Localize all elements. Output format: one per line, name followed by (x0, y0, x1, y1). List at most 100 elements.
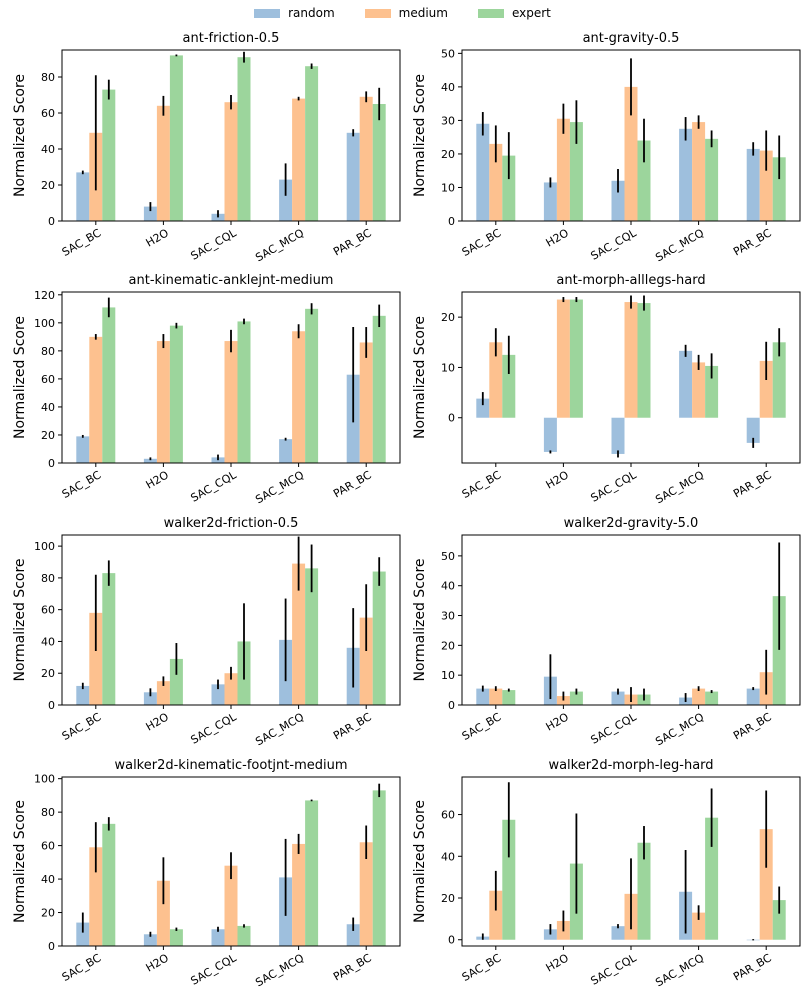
bar-random-SAC_CQL (611, 691, 625, 705)
y-tick-label: 30 (441, 114, 455, 127)
y-tick-label: 60 (41, 373, 55, 386)
bar-random-H2O (543, 182, 557, 221)
y-axis-label: Normalized Score (412, 316, 428, 439)
bar-expert-SAC_MCQ (305, 568, 319, 705)
chart-panel-4: ant-morph-alllegs-hard Normalized Score 0 1… (412, 273, 801, 506)
bar-medium-SAC_MCQ (692, 362, 706, 418)
bar-expert-SAC_MCQ (705, 691, 719, 705)
x-tick-label: H2O (144, 468, 172, 491)
x-tick-label: SAC_CQL (189, 226, 240, 263)
bar-medium-PAR_BC (359, 842, 373, 946)
axes-frame (461, 776, 801, 947)
bar-random-H2O (143, 934, 157, 946)
y-tick-label: 20 (41, 667, 55, 680)
bar-expert-H2O (569, 122, 583, 221)
x-tick-label: SAC_BC (460, 951, 504, 984)
chart-title: walker2d-morph-leg-hard (548, 758, 713, 773)
chart-panel-6: walker2d-gravity-5.0 Normalized Score 0 10 2… (412, 516, 801, 748)
y-tick-label: 100 (34, 540, 55, 553)
legend-item-expert: expert (477, 6, 551, 20)
legend-swatch-expert (477, 8, 504, 18)
bar-medium-SAC_BC (489, 890, 503, 940)
bar-expert-H2O (169, 55, 183, 222)
x-tick-label: SAC_CQL (189, 710, 240, 747)
bar-medium-SAC_MCQ (692, 688, 706, 705)
bar-expert-SAC_MCQ (305, 308, 319, 463)
bar-medium-SAC_BC (89, 612, 103, 705)
x-tick-label: SAC_BC (460, 468, 504, 501)
bar-medium-SAC_MCQ (292, 331, 306, 463)
bar-random-SAC_BC (476, 123, 490, 221)
bar-expert-PAR_BC (372, 571, 386, 705)
chart-title: walker2d-kinematic-footjnt-medium (114, 758, 347, 773)
y-tick-label: 20 (441, 311, 455, 324)
bar-expert-SAC_BC (102, 89, 116, 221)
y-tick-label: 20 (41, 179, 55, 192)
bar-medium-PAR_BC (759, 829, 773, 940)
bar-medium-SAC_CQL (224, 102, 238, 221)
bar-random-H2O (543, 417, 557, 452)
bar-expert-PAR_BC (772, 157, 786, 221)
x-tick-label: H2O (544, 710, 572, 733)
x-tick-label: PAR_BC (331, 468, 374, 500)
y-tick-label: 60 (441, 809, 455, 822)
y-tick-label: 80 (41, 345, 55, 358)
bar-random-PAR_BC (746, 417, 760, 443)
chart-panel-3: ant-kinematic-anklejnt-medium Normalized … (12, 273, 401, 506)
x-tick-label: SAC_CQL (589, 951, 640, 988)
x-tick-label: SAC_CQL (189, 468, 240, 505)
bar-expert-PAR_BC (772, 342, 786, 418)
bar-medium-SAC_MCQ (692, 912, 706, 940)
bar-random-PAR_BC (346, 132, 360, 221)
x-tick-label: PAR_BC (731, 951, 774, 983)
legend-label-expert: expert (511, 6, 551, 20)
x-tick-label: SAC_CQL (589, 468, 640, 505)
bar-random-SAC_BC (76, 685, 90, 705)
bar-random-PAR_BC (346, 924, 360, 946)
y-tick-label: 80 (41, 572, 55, 585)
legend-item-random: random (254, 6, 335, 20)
x-tick-label: H2O (144, 951, 172, 974)
bar-expert-SAC_CQL (237, 57, 251, 222)
y-tick-label: 10 (441, 181, 455, 194)
bar-random-H2O (143, 692, 157, 705)
x-tick-label: SAC_MCQ (253, 710, 306, 748)
y-tick-label: 40 (41, 401, 55, 414)
y-axis-label: Normalized Score (12, 800, 28, 923)
axes-frame (461, 49, 801, 222)
bar-random-SAC_CQL (611, 417, 625, 454)
y-axis-label: Normalized Score (412, 74, 428, 197)
bar-medium-SAC_BC (489, 143, 503, 221)
y-tick-label: 40 (41, 635, 55, 648)
bar-random-SAC_CQL (211, 684, 225, 705)
bar-random-SAC_CQL (611, 180, 625, 221)
bar-medium-SAC_CQL (224, 673, 238, 705)
y-tick-label: 0 (48, 699, 55, 712)
chart-panel-8: walker2d-morph-leg-hard Normalized Score 0… (412, 758, 801, 989)
bar-medium-SAC_CQL (224, 341, 238, 463)
legend-label-medium: medium (398, 6, 448, 20)
bar-expert-SAC_BC (502, 819, 516, 940)
x-tick-label: PAR_BC (331, 710, 374, 742)
y-tick-label: 50 (441, 47, 455, 60)
chart-title: ant-kinematic-anklejnt-medium (129, 273, 334, 288)
bar-medium-H2O (156, 105, 170, 221)
chart-panel-1: ant-friction-0.5 Normalized Score 0 20 40 60 8… (12, 31, 401, 264)
chart-panel-7: walker2d-kinematic-footjnt-medium Normali… (12, 758, 401, 989)
bar-expert-H2O (569, 299, 583, 418)
x-tick-label: SAC_MCQ (253, 468, 306, 506)
bar-expert-SAC_CQL (637, 140, 651, 221)
bar-random-SAC_MCQ (679, 128, 693, 221)
y-tick-label: 20 (41, 907, 55, 920)
bar-expert-SAC_CQL (237, 321, 251, 463)
y-tick-label: 30 (441, 610, 455, 623)
bar-random-H2O (143, 458, 157, 463)
bar-medium-H2O (556, 299, 570, 418)
y-tick-label: 60 (41, 107, 55, 120)
bar-random-SAC_CQL (211, 929, 225, 946)
bar-expert-SAC_CQL (237, 925, 251, 946)
bar-random-SAC_BC (76, 922, 90, 946)
bar-expert-SAC_BC (502, 155, 516, 221)
bar-random-SAC_BC (76, 172, 90, 221)
y-tick-label: 40 (441, 81, 455, 94)
